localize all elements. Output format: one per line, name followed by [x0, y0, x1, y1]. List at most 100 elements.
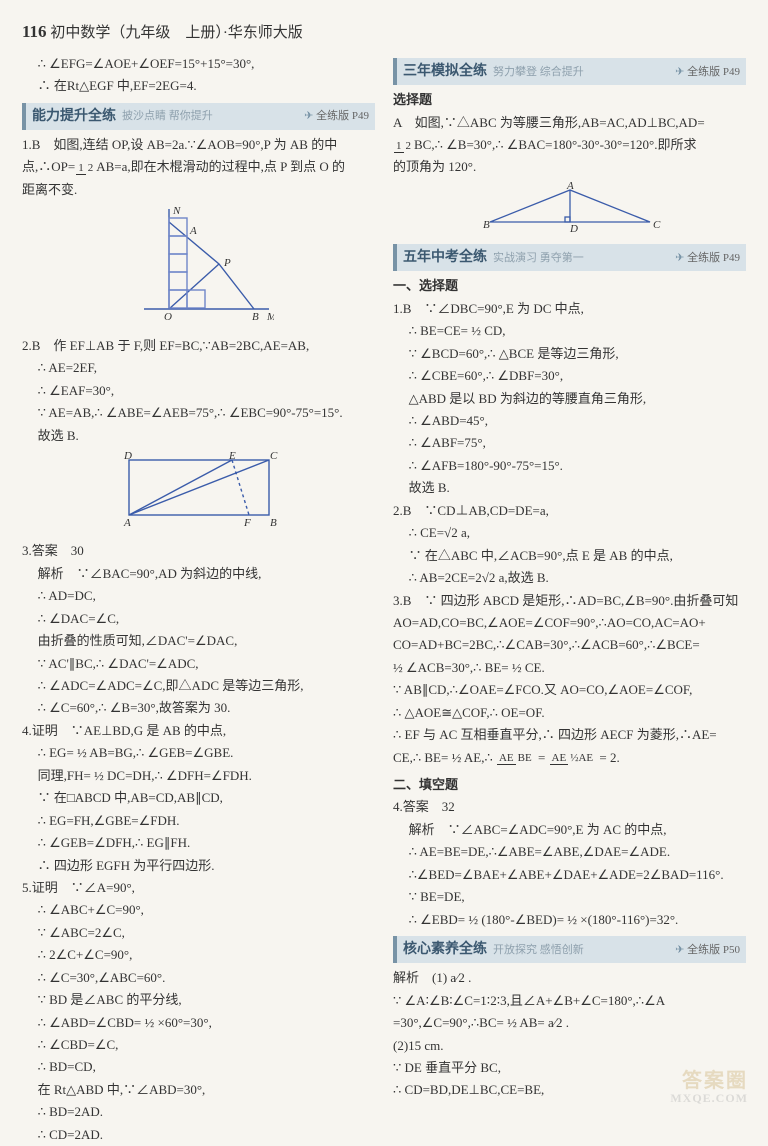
page-header: 116 初中数学（九年级 上册）·华东师大版: [22, 18, 746, 46]
q5-line: ∴ ∠CBD=∠C,: [22, 1034, 375, 1055]
q5-line: ∵ ∠ABC=2∠C,: [22, 922, 375, 943]
rq3-line: CO=AD+BC=2BC,∴∠CAB=30°,∴∠ACB=60°,∴∠BCE=: [393, 634, 746, 655]
section-ref: 全练版 P49: [675, 63, 740, 81]
svg-text:B: B: [270, 517, 277, 529]
q5-line: ∵ BD 是∠ABC 的平分线,: [22, 989, 375, 1010]
rq3-line: ∴ EF 与 AC 互相垂直平分,∴ 四边形 AECF 为菱形,∴AE=: [393, 724, 746, 745]
svg-text:D: D: [569, 223, 578, 232]
watermark-small: MXQE.COM: [670, 1092, 748, 1105]
rq1-line: ∴ BE=CE= ½ CD,: [393, 320, 746, 341]
svg-text:F: F: [243, 517, 251, 529]
q1-line: 距离不变.: [22, 179, 375, 200]
rq1-line: ∵ ∠BCD=60°,∴ △BCE 是等边三角形,: [393, 343, 746, 364]
rq4-line: ∴ AE=BE=DE,∴∠ABE=∠ABE,∠DAE=∠ADE.: [393, 841, 746, 862]
core-line: (2)15 cm.: [393, 1035, 746, 1056]
q2-line: ∵ AE=AB,∴ ∠ABE=∠AEB=75°,∴ ∠EBC=90°-75°=1…: [22, 402, 375, 423]
q4-line: ∴ EG= ½ AB=BG,∴ ∠GEB=∠GBE.: [22, 742, 375, 763]
rq2-line: 2.B ∵CD⊥AB,CD=DE=a,: [393, 500, 746, 521]
q3-line: ∴ ∠DAC=∠C,: [22, 608, 375, 629]
rq1-line: ∴ ∠ABD=45°,: [393, 410, 746, 431]
book-title: 初中数学（九年级 上册）·华东师大版: [50, 25, 303, 41]
subhead: 选择题: [393, 89, 746, 110]
q5-line: ∴ ∠ABD=∠CBD= ½ ×60°=30°,: [22, 1012, 375, 1033]
rq1-line: △ABD 是以 BD 为斜边的等腰直角三角形,: [393, 388, 746, 409]
rq3-line: ½ ∠ACB=30°,∴ BE= ½ CE.: [393, 657, 746, 678]
q1-line: 1.B 如图,连结 OP,设 AB=2a.∵∠AOB=90°,P 为 AB 的中: [22, 134, 375, 155]
q5-line: ∴ 2∠C+∠C=90°,: [22, 944, 375, 965]
q3-line: 3.答案 30: [22, 540, 375, 561]
section-ability: 能力提升全练 披沙点睛 帮你提升 全练版 P49: [22, 103, 375, 130]
left-column: ∴ ∠EFG=∠AOE+∠OEF=15°+15°=30°, ∴ 在Rt△EGF …: [22, 52, 375, 1146]
section-sub: 实战演习 勇夺第一: [493, 249, 675, 267]
q4-line: 同理,FH= ½ DC=DH,∴ ∠DFH=∠FDH.: [22, 765, 375, 786]
section-sub: 努力攀登 综合提升: [493, 63, 675, 81]
q5-line: ∴ BD=CD,: [22, 1056, 375, 1077]
section-3year: 三年模拟全练 努力攀登 综合提升 全练版 P49: [393, 58, 746, 85]
rq1-line: ∴ ∠AFB=180°-90°-75°=15°.: [393, 455, 746, 476]
rq4-line: ∵ BE=DE,: [393, 886, 746, 907]
svg-text:N: N: [172, 205, 181, 217]
section-ref: 全练版 P50: [675, 941, 740, 959]
core-line: ∵ ∠A∶∠B∶∠C=1∶2∶3,且∠A+∠B+∠C=180°,∴∠A: [393, 990, 746, 1011]
q5-line: ∴ BD=2AD.: [22, 1101, 375, 1122]
rq1-line: 故选 B.: [393, 477, 746, 498]
page-number: 116: [22, 22, 47, 41]
q5-line: 在 Rt△ABD 中,∵∠ABD=30°,: [22, 1079, 375, 1100]
q4-line: ∴ 四边形 EGFH 为平行四边形.: [22, 855, 375, 876]
q2-line: 故选 B.: [22, 425, 375, 446]
q3-line: ∴ ∠C=60°,∴ ∠B=30°,故答案为 30.: [22, 697, 375, 718]
svg-text:A: A: [123, 517, 131, 529]
rq1-line: ∴ ∠ABF=75°,: [393, 432, 746, 453]
rq1-line: 1.B ∵∠DBC=90°,E 为 DC 中点,: [393, 298, 746, 319]
svg-text:M: M: [266, 311, 274, 323]
svg-text:D: D: [123, 450, 132, 462]
right-column: 三年模拟全练 努力攀登 综合提升 全练版 P49 选择题 A 如图,∵△ABC …: [393, 52, 746, 1146]
q3-line: 解析 ∵∠BAC=90°,AD 为斜边的中线,: [22, 563, 375, 584]
q4-line: 4.证明 ∵AE⊥BD,G 是 AB 的中点,: [22, 720, 375, 741]
rA-line: 12BC,∴ ∠B=30°,∴ ∠BAC=180°-30°-30°=120°.即…: [393, 134, 746, 155]
core-line: 解析 (1) a⁄2 .: [393, 967, 746, 988]
q5-line: 5.证明 ∵∠A=90°,: [22, 877, 375, 898]
q4-line: ∴ ∠GEB=∠DFH,∴ EG∥FH.: [22, 832, 375, 853]
section-core: 核心素养全练 开放探究 感悟创新 全练版 P50: [393, 936, 746, 963]
section-ref: 全练版 P49: [675, 249, 740, 267]
q3-line: ∵ AC'∥BC,∴ ∠DAC'=∠ADC,: [22, 653, 375, 674]
q3-line: ∴ ∠ADC=∠ADC=∠C,即△ADC 是等边三角形,: [22, 675, 375, 696]
watermark: 答案圈 MXQE.COM: [670, 1070, 748, 1105]
q5-line: ∴ ∠C=30°,∠ABC=60°.: [22, 967, 375, 988]
watermark-big: 答案圈: [670, 1070, 748, 1092]
q5-line: ∴ CD=2AD.: [22, 1124, 375, 1145]
svg-text:O: O: [164, 311, 172, 323]
svg-text:C: C: [653, 219, 661, 231]
subhead: 二、填空题: [393, 774, 746, 795]
rq4-line: 解析 ∵∠ABC=∠ADC=90°,E 为 AC 的中点,: [393, 819, 746, 840]
q1-line: 点,∴OP=12AB=a,即在木棍滑动的过程中,点 P 到点 O 的: [22, 156, 375, 177]
svg-text:P: P: [223, 257, 231, 269]
rq1-line: ∴ ∠CBE=60°,∴ ∠DBF=30°,: [393, 365, 746, 386]
rq3-line: 3.B ∵ 四边形 ABCD 是矩形,∴AD=BC,∠B=90°.由折叠可知: [393, 590, 746, 611]
q5-line: ∴ ∠ABC+∠C=90°,: [22, 899, 375, 920]
rq3-line: AO=AD,CO=BC,∠AOE=∠COF=90°,∴AO=CO,AC=AO+: [393, 612, 746, 633]
pre-line: ∴ ∠EFG=∠AOE+∠OEF=15°+15°=30°,: [22, 53, 375, 74]
q2-line: 2.B 作 EF⊥AB 于 F,则 EF=BC,∵AB=2BC,AE=AB,: [22, 335, 375, 356]
rq4-line: ∴∠BED=∠BAE+∠ABE+∠DAE+∠ADE=2∠BAD=116°.: [393, 864, 746, 885]
svg-text:E: E: [228, 450, 236, 462]
figure-1: N A P O B M: [22, 204, 375, 330]
q4-line: ∴ EG=FH,∠GBE=∠FDH.: [22, 810, 375, 831]
section-sub: 披沙点睛 帮你提升: [122, 107, 304, 125]
rq4-line: ∴ ∠EBD= ½ (180°-∠BED)= ½ ×(180°-116°)=32…: [393, 909, 746, 930]
section-title: 核心素养全练: [403, 938, 487, 961]
q4-line: ∵ 在□ABCD 中,AB=CD,AB∥CD,: [22, 787, 375, 808]
svg-text:C: C: [270, 450, 278, 462]
svg-text:A: A: [566, 182, 574, 192]
svg-text:A: A: [189, 225, 197, 237]
figure-2: D E C A F B: [22, 450, 375, 536]
rq3-line: ∵ AB∥CD,∴∠OAE=∠FCO.又 AO=CO,∠AOE=∠COF,: [393, 679, 746, 700]
subhead: 一、选择题: [393, 275, 746, 296]
core-line: =30°,∠C=90°,∴BC= ½ AB= a⁄2 .: [393, 1012, 746, 1033]
section-title: 五年中考全练: [403, 246, 487, 269]
svg-text:B: B: [252, 311, 259, 323]
rA-line: 的顶角为 120°.: [393, 156, 746, 177]
figure-triangle: A B D C: [393, 182, 746, 238]
pre-line: ∴ 在Rt△EGF 中,EF=2EG=4.: [22, 75, 375, 96]
